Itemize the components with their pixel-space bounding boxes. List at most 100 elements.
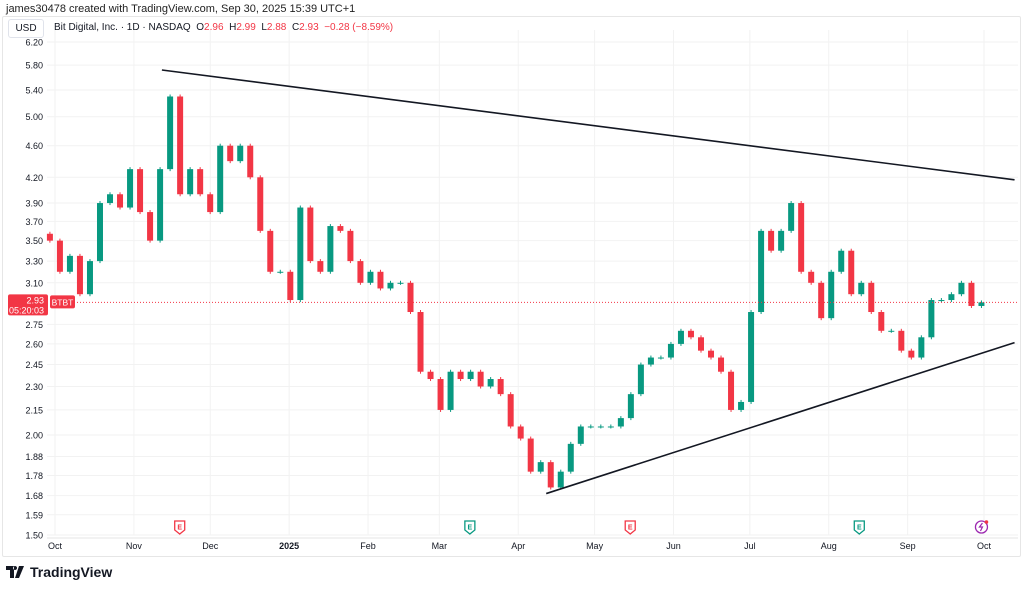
- candle-body: [337, 226, 344, 231]
- candle-body: [76, 255, 83, 295]
- candle-body: [96, 203, 103, 262]
- close-label: C: [291, 22, 300, 33]
- y-tick-label: 1.59: [25, 510, 43, 520]
- candle-body: [377, 271, 384, 289]
- candle-body: [477, 371, 484, 387]
- ticker-badge: [50, 295, 75, 309]
- x-tick-label: 2025: [279, 541, 299, 551]
- candle-body: [46, 233, 53, 241]
- y-tick-label: 3.30: [25, 257, 43, 267]
- y-tick-label: 5.40: [25, 85, 43, 95]
- candle-body: [798, 203, 805, 272]
- event-dot-icon: [984, 520, 989, 524]
- candle-body: [227, 145, 234, 162]
- x-tick-label: May: [586, 541, 604, 551]
- candle-body: [247, 145, 254, 178]
- candle-body: [437, 379, 444, 410]
- candle-body: [968, 282, 975, 306]
- x-tick-label: Oct: [977, 541, 992, 551]
- tradingview-logo[interactable]: TradingView: [6, 564, 112, 580]
- candle-body: [297, 207, 304, 301]
- candle-body: [657, 357, 664, 359]
- candle-body: [56, 240, 63, 272]
- currency-button[interactable]: USD: [8, 19, 44, 38]
- x-tick-label: Jun: [666, 541, 681, 551]
- candle-body: [197, 169, 204, 195]
- tradingview-logo-icon: [6, 566, 24, 578]
- y-tick-label: 3.10: [25, 278, 43, 288]
- chart-frame: [2, 16, 1021, 557]
- candle-body: [307, 207, 314, 262]
- lightning-icon: [978, 522, 984, 532]
- y-tick-label: 4.20: [25, 173, 43, 183]
- candle-body: [167, 96, 174, 170]
- candle-body: [708, 350, 715, 358]
- candle-body: [467, 371, 474, 380]
- y-tick-label: 1.50: [25, 531, 43, 541]
- candle-body: [677, 330, 684, 344]
- y-tick-label: 1.88: [25, 452, 43, 462]
- candle-body: [347, 230, 354, 262]
- candle-body: [597, 426, 604, 428]
- last-price-value: 2.93: [26, 295, 44, 305]
- last-price-badge: [8, 294, 48, 316]
- y-tick-label: 2.60: [25, 339, 43, 349]
- change-value: −0.28 (−8.59%): [324, 22, 394, 33]
- credit-line: james30478 created with TradingView.com,…: [6, 3, 356, 15]
- candle-body: [557, 471, 564, 488]
- candle-body: [457, 371, 464, 380]
- candle-body: [157, 169, 164, 241]
- candle-body: [587, 426, 594, 428]
- candle-body: [878, 312, 885, 331]
- x-tick-label: Nov: [126, 541, 143, 551]
- candle-body: [758, 230, 765, 313]
- earnings-icon: [853, 520, 865, 535]
- trendline: [161, 69, 1015, 181]
- y-tick-label: 5.80: [25, 61, 43, 71]
- candle-body: [277, 271, 284, 273]
- candle-body: [567, 443, 574, 472]
- candle-body: [267, 230, 274, 272]
- candle-body: [728, 371, 735, 410]
- candle-body: [117, 194, 124, 208]
- candle-body: [66, 255, 73, 272]
- y-tick-label: 3.50: [25, 236, 43, 246]
- candle-body: [287, 271, 294, 301]
- candle-body: [958, 282, 965, 295]
- candle-body: [898, 330, 905, 351]
- x-tick-label: Mar: [432, 541, 448, 551]
- candle-body: [417, 312, 424, 372]
- candle-body: [217, 145, 224, 213]
- candle-body: [908, 350, 915, 358]
- candle-body: [738, 401, 745, 410]
- candle-body: [637, 364, 644, 395]
- y-tick-label: 2.30: [25, 382, 43, 392]
- candle-body: [828, 271, 835, 319]
- candle-body: [718, 357, 725, 372]
- earnings-label: E: [468, 525, 473, 532]
- x-tick-label: Apr: [511, 541, 525, 551]
- candle-body: [948, 294, 955, 301]
- earnings-label: E: [628, 525, 633, 532]
- y-tick-label: 3.70: [25, 217, 43, 227]
- candle-body: [357, 261, 364, 283]
- candle-body: [367, 271, 374, 283]
- x-tick-label: Oct: [48, 541, 63, 551]
- candle-body: [978, 302, 985, 306]
- x-tick-label: Feb: [360, 541, 376, 551]
- candle-body: [127, 169, 134, 208]
- x-tick-label: Sep: [900, 541, 916, 551]
- symbol-name: Bit Digital, Inc. · 1D · NASDAQ: [54, 22, 191, 33]
- symbol-legend: Bit Digital, Inc. · 1D · NASDAQ O2.96 H2…: [54, 22, 393, 33]
- candle-body: [808, 271, 815, 283]
- candle-body: [397, 282, 404, 284]
- y-tick-label: 1.78: [25, 471, 43, 481]
- ticker-label: BTBT: [52, 297, 74, 307]
- countdown-timer: 05:20:03: [9, 305, 44, 315]
- candle-body: [647, 357, 654, 365]
- candle-body: [858, 282, 865, 295]
- candle-body: [667, 343, 674, 358]
- candle-body: [507, 394, 514, 427]
- low-value: 2.88: [266, 22, 287, 33]
